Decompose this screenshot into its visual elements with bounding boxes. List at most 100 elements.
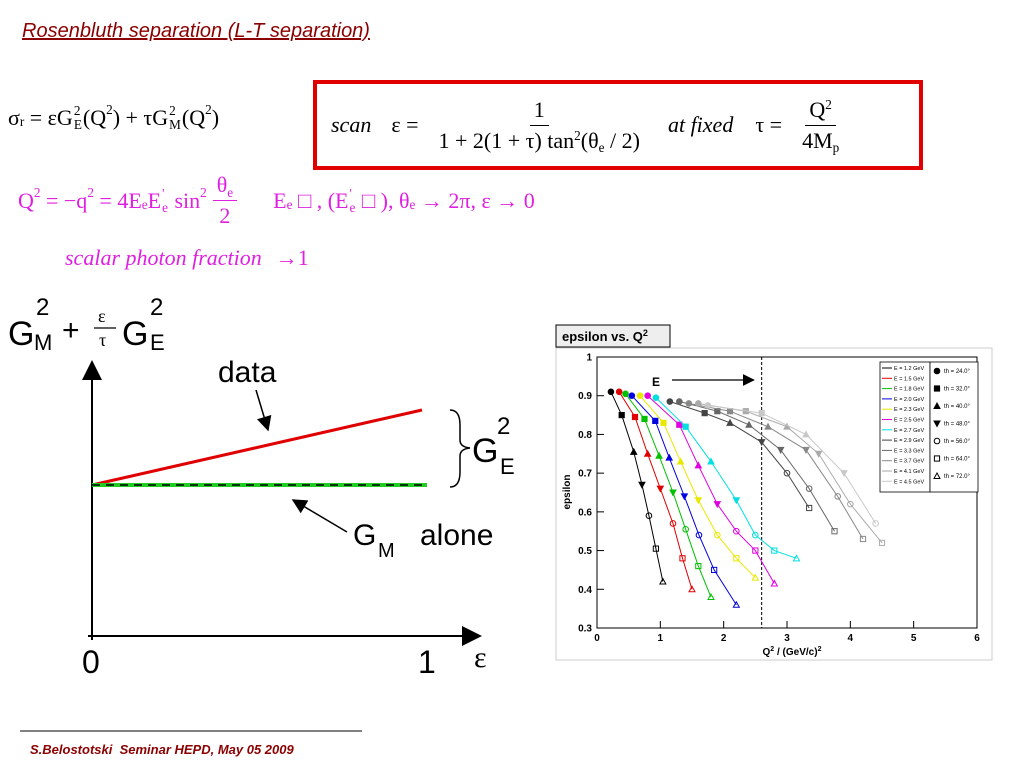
- x-tick-label: 1: [658, 633, 664, 644]
- point: [666, 398, 674, 405]
- text: ε =: [391, 112, 419, 137]
- legend-label: th = 64.0°: [944, 457, 971, 463]
- point: [660, 419, 667, 426]
- plot-title: epsilon vs. Q2: [562, 328, 648, 344]
- formula-text: (Q: [82, 104, 107, 130]
- point: [872, 520, 879, 527]
- formula-text: = εG: [24, 104, 73, 130]
- text: →1: [275, 245, 309, 270]
- legend-label: E = 4.5 GeV: [894, 479, 924, 485]
- formula-text: 2: [73, 103, 81, 118]
- formula-text: □ ), θ: [356, 187, 410, 213]
- formula-text: 2: [219, 203, 231, 228]
- point: [641, 415, 648, 423]
- point: [622, 390, 629, 398]
- legend-marker: [933, 401, 941, 409]
- text: scan: [331, 112, 372, 137]
- label: G: [8, 315, 34, 353]
- point: [714, 531, 721, 539]
- point: [694, 461, 703, 469]
- label: G: [353, 519, 376, 552]
- point: [805, 485, 813, 492]
- label: G: [122, 315, 148, 353]
- label: E: [150, 330, 165, 355]
- legend-label: th = 40.0°: [944, 404, 971, 410]
- point: [802, 446, 810, 454]
- point: [695, 400, 702, 407]
- legend-label: th = 24.0°: [944, 369, 971, 375]
- legend-marker: [933, 367, 941, 375]
- y-tick-label: 0.8: [578, 430, 592, 441]
- formula-text: □ , (E: [292, 187, 349, 213]
- y-tick-label: 0.3: [578, 624, 592, 635]
- point: [631, 413, 639, 421]
- point: [665, 453, 674, 461]
- legend-box: [929, 361, 979, 493]
- legend-label: E = 3.7 GeV: [894, 459, 924, 465]
- formula-text: e: [409, 197, 416, 213]
- label: 2: [150, 294, 163, 321]
- point: [638, 481, 646, 489]
- formula-text: ': [162, 185, 165, 201]
- formula-text: E: [273, 187, 287, 213]
- x-tick-label: 2: [721, 633, 727, 644]
- point: [733, 555, 740, 562]
- point: [688, 585, 696, 593]
- series-line: [669, 401, 810, 509]
- point: [802, 430, 810, 438]
- label: 2: [36, 294, 49, 321]
- x-axis-label: Q2 / (GeV/c)2: [763, 646, 822, 658]
- y-tick-label: 0.5: [578, 546, 592, 557]
- formula-text: ): [211, 104, 220, 130]
- formula-text: 2: [106, 101, 113, 117]
- plot-title-box: [555, 324, 671, 348]
- formula-text: 4M: [802, 127, 833, 153]
- denominator: 1 + 2(1 + τ) tan2(θe / 2): [434, 126, 643, 156]
- formula-text: M: [169, 116, 181, 132]
- formula-text: 2: [200, 184, 207, 200]
- formula-text: ': [349, 185, 352, 201]
- point: [682, 525, 689, 533]
- y-axis-label: epsilon: [562, 474, 573, 509]
- formula-text: sin: [168, 187, 201, 213]
- legend-label: E = 1.8 GeV: [894, 387, 924, 393]
- formula-text: 1: [533, 96, 545, 122]
- point: [859, 535, 867, 543]
- text: scalar photon fraction: [65, 245, 262, 270]
- formula-text: → 2π, ε → 0: [415, 187, 535, 213]
- point: [834, 493, 841, 500]
- x-label-part: 2: [818, 646, 822, 653]
- label: data: [218, 356, 277, 389]
- data-line: [91, 408, 423, 487]
- point: [695, 562, 702, 570]
- formula-text: e: [141, 197, 148, 213]
- point: [733, 527, 740, 535]
- point: [636, 392, 644, 400]
- point: [792, 554, 801, 562]
- formula-text: / 2): [604, 127, 640, 153]
- legend-box: [879, 361, 931, 493]
- annotation: E: [652, 375, 660, 389]
- x-label-part: Q: [763, 647, 771, 658]
- point: [758, 410, 765, 417]
- point: [783, 469, 791, 477]
- footer: S.Belostotski Seminar HEPD, May 05 2009: [30, 742, 294, 757]
- point: [776, 446, 785, 454]
- point: [711, 566, 718, 574]
- point: [771, 547, 778, 554]
- point: [659, 577, 667, 585]
- point: [878, 539, 886, 546]
- y-tick-label: 0.7: [578, 469, 592, 480]
- x-label-part: / (GeV/c): [774, 647, 817, 658]
- text: at fixed: [667, 112, 734, 137]
- point: [840, 470, 848, 478]
- point: [707, 457, 715, 465]
- point: [682, 423, 689, 430]
- point: [607, 388, 615, 396]
- x-tick-label: 4: [848, 633, 854, 644]
